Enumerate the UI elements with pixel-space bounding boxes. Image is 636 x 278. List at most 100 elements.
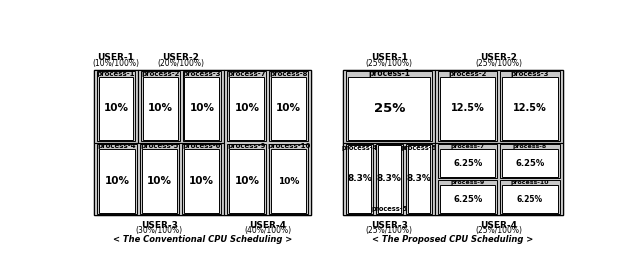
Bar bbox=[141, 71, 179, 141]
Text: 6.25%: 6.25% bbox=[517, 195, 543, 204]
Text: 12.5%: 12.5% bbox=[513, 103, 547, 113]
Text: 6.25%: 6.25% bbox=[453, 195, 483, 204]
Bar bbox=[271, 77, 307, 140]
Text: (25%/100%): (25%/100%) bbox=[476, 226, 522, 235]
Bar bbox=[346, 71, 432, 141]
Bar bbox=[343, 70, 562, 215]
Bar bbox=[99, 77, 133, 140]
Bar bbox=[440, 185, 495, 213]
Text: USER-3: USER-3 bbox=[371, 221, 408, 230]
Bar bbox=[501, 71, 560, 141]
Bar bbox=[97, 144, 137, 214]
Text: process-3: process-3 bbox=[183, 71, 221, 77]
Text: process-5: process-5 bbox=[371, 206, 407, 212]
Bar bbox=[343, 70, 435, 143]
Bar bbox=[225, 70, 311, 215]
Text: (25%/100%): (25%/100%) bbox=[366, 59, 413, 68]
Text: process-10: process-10 bbox=[267, 143, 310, 149]
Bar bbox=[502, 77, 558, 140]
Text: process-2: process-2 bbox=[141, 71, 179, 77]
Bar bbox=[406, 144, 432, 214]
Text: process-9: process-9 bbox=[228, 143, 266, 149]
Bar bbox=[440, 149, 495, 177]
Text: 10%: 10% bbox=[190, 176, 214, 186]
Text: 10%: 10% bbox=[278, 177, 300, 186]
Text: 25%: 25% bbox=[373, 102, 405, 115]
Text: (30%/100%): (30%/100%) bbox=[136, 226, 183, 235]
Text: USER-2: USER-2 bbox=[480, 53, 517, 62]
Bar bbox=[184, 77, 219, 140]
Bar bbox=[501, 180, 560, 214]
Text: 10%: 10% bbox=[147, 176, 172, 186]
Bar bbox=[184, 149, 219, 213]
Text: (25%/100%): (25%/100%) bbox=[366, 226, 413, 235]
Text: 10%: 10% bbox=[190, 103, 214, 113]
Bar bbox=[378, 145, 401, 213]
Bar bbox=[435, 143, 562, 215]
Bar bbox=[271, 149, 307, 213]
Text: process-2: process-2 bbox=[448, 71, 487, 77]
Text: 12.5%: 12.5% bbox=[451, 103, 485, 113]
Bar bbox=[438, 71, 497, 141]
Bar bbox=[228, 144, 266, 214]
Bar bbox=[438, 144, 497, 178]
Text: (25%/100%): (25%/100%) bbox=[476, 59, 522, 68]
Bar bbox=[408, 145, 431, 213]
Text: process-7: process-7 bbox=[228, 71, 266, 77]
Text: process-10: process-10 bbox=[511, 180, 550, 185]
Text: 10%: 10% bbox=[234, 103, 259, 113]
Bar bbox=[376, 144, 403, 214]
Text: process-1: process-1 bbox=[368, 69, 410, 78]
Text: 6.25%: 6.25% bbox=[453, 159, 483, 168]
Text: USER-3: USER-3 bbox=[141, 221, 178, 230]
Text: process-8: process-8 bbox=[270, 71, 308, 77]
Bar bbox=[435, 70, 562, 143]
Bar bbox=[346, 144, 373, 214]
Text: process-6: process-6 bbox=[183, 143, 221, 149]
Bar bbox=[94, 143, 225, 215]
Text: < The Conventional CPU Scheduling >: < The Conventional CPU Scheduling > bbox=[113, 235, 293, 244]
Bar bbox=[142, 77, 177, 140]
Bar bbox=[502, 149, 558, 177]
Text: 10%: 10% bbox=[234, 176, 259, 186]
Text: process-8: process-8 bbox=[513, 144, 547, 149]
Bar bbox=[230, 149, 265, 213]
Text: 10%: 10% bbox=[276, 103, 301, 113]
Bar bbox=[137, 70, 225, 143]
Bar bbox=[230, 77, 265, 140]
Bar bbox=[269, 71, 308, 141]
Text: process-9: process-9 bbox=[451, 180, 485, 185]
Text: USER-4: USER-4 bbox=[249, 221, 286, 230]
Text: USER-4: USER-4 bbox=[480, 221, 518, 230]
Bar bbox=[142, 149, 177, 213]
Text: USER-1: USER-1 bbox=[97, 53, 134, 62]
Text: 10%: 10% bbox=[104, 103, 128, 113]
Text: (20%/100%): (20%/100%) bbox=[158, 59, 205, 68]
Bar bbox=[140, 144, 179, 214]
Text: 10%: 10% bbox=[148, 103, 172, 113]
Bar bbox=[269, 144, 308, 214]
Bar bbox=[97, 71, 135, 141]
Text: process-4: process-4 bbox=[98, 143, 136, 149]
Text: 10%: 10% bbox=[104, 176, 130, 186]
Text: USER-2: USER-2 bbox=[163, 53, 200, 62]
Bar bbox=[94, 70, 311, 215]
Bar bbox=[502, 185, 558, 213]
Bar bbox=[438, 180, 497, 214]
Bar bbox=[501, 144, 560, 178]
Text: USER-1: USER-1 bbox=[371, 53, 408, 62]
Bar bbox=[94, 70, 137, 143]
Bar bbox=[182, 144, 221, 214]
Bar bbox=[343, 143, 435, 215]
Bar bbox=[440, 77, 495, 140]
Text: 8.3%: 8.3% bbox=[347, 174, 372, 183]
Bar bbox=[348, 77, 431, 140]
Text: 8.3%: 8.3% bbox=[406, 174, 431, 183]
Text: process-5: process-5 bbox=[140, 143, 179, 149]
Text: process-4: process-4 bbox=[342, 145, 378, 151]
Text: process-6: process-6 bbox=[401, 145, 437, 151]
Text: process-7: process-7 bbox=[451, 144, 485, 149]
Bar bbox=[228, 71, 266, 141]
Text: process-1: process-1 bbox=[97, 71, 135, 77]
Text: (10%/100%): (10%/100%) bbox=[92, 59, 139, 68]
